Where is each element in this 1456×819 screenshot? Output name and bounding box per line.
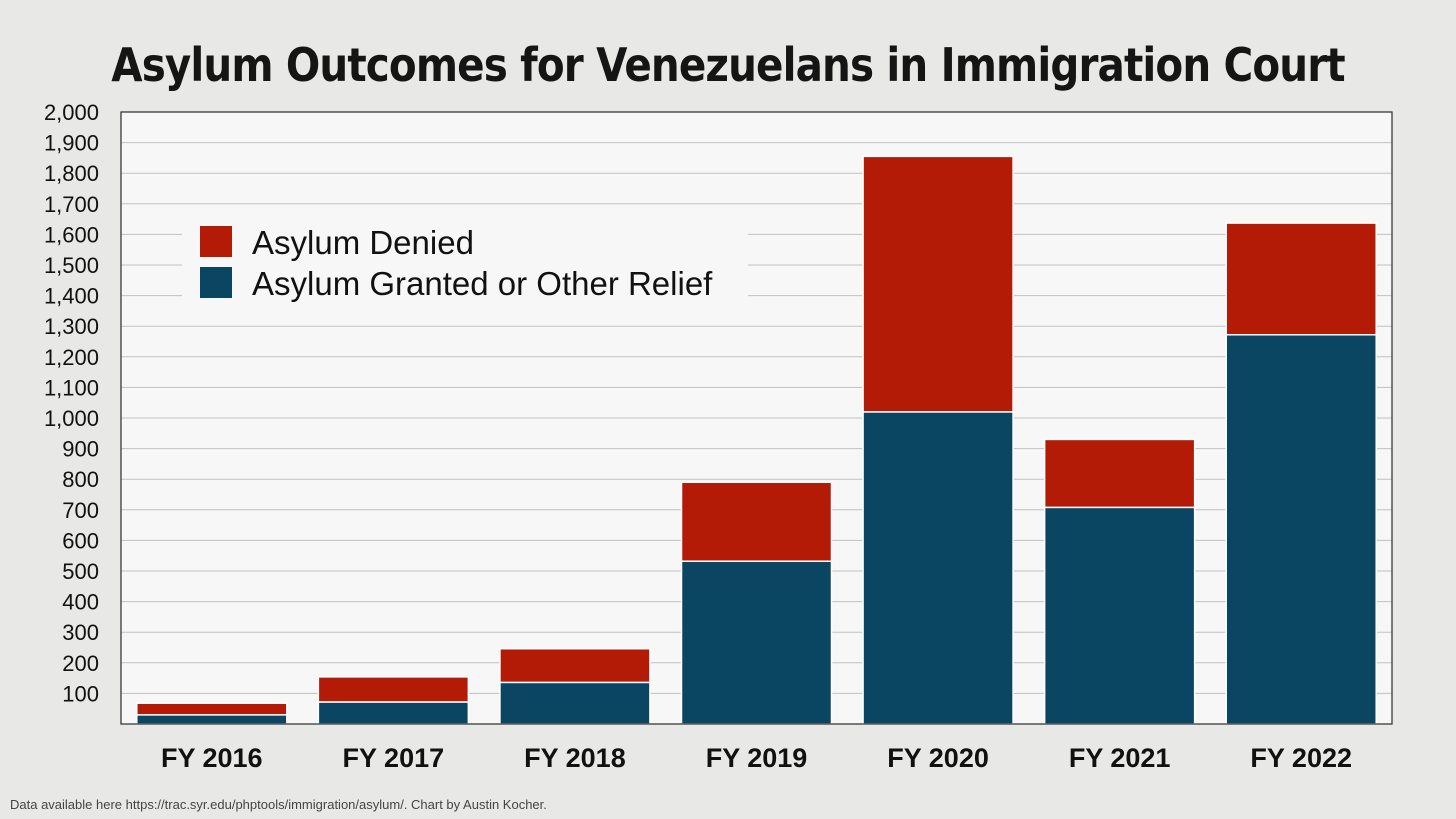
bar-asylum-denied bbox=[317, 676, 470, 703]
y-tick-label: 1,600 bbox=[44, 222, 99, 247]
y-tick-label: 100 bbox=[62, 681, 99, 706]
y-tick-label: 1,000 bbox=[44, 406, 99, 431]
bar-asylum-granted-or-other-relief bbox=[1043, 506, 1196, 725]
y-tick-label: 1,300 bbox=[44, 314, 99, 339]
legend-label: Asylum Denied bbox=[252, 224, 474, 261]
x-tick-label: FY 2021 bbox=[1069, 743, 1171, 773]
x-tick-label: FY 2018 bbox=[524, 743, 626, 773]
x-tick-label: FY 2022 bbox=[1250, 743, 1352, 773]
y-tick-label: 1,900 bbox=[44, 131, 99, 156]
bar-asylum-granted-or-other-relief bbox=[1225, 334, 1377, 725]
y-tick-label: 700 bbox=[62, 498, 99, 523]
y-tick-label: 400 bbox=[62, 590, 99, 615]
bar-asylum-denied bbox=[136, 702, 288, 716]
y-tick-label: 1,800 bbox=[44, 161, 99, 186]
bar-asylum-denied bbox=[680, 481, 833, 562]
bar-asylum-denied bbox=[862, 155, 1014, 413]
y-tick-label: 900 bbox=[62, 437, 99, 462]
y-tick-label: 1,100 bbox=[44, 375, 99, 400]
legend-box bbox=[182, 213, 748, 305]
x-tick-label: FY 2020 bbox=[887, 743, 989, 773]
y-tick-label: 1,500 bbox=[44, 253, 99, 278]
legend-swatch bbox=[200, 226, 232, 257]
y-tick-label: 2,000 bbox=[44, 100, 99, 125]
y-tick-label: 300 bbox=[62, 620, 99, 645]
legend-label: Asylum Granted or Other Relief bbox=[252, 265, 713, 302]
bar-asylum-denied bbox=[499, 647, 651, 684]
source-note: Data available here https://trac.syr.edu… bbox=[10, 797, 547, 812]
bar-asylum-granted-or-other-relief bbox=[499, 681, 651, 725]
bar-asylum-granted-or-other-relief bbox=[680, 560, 833, 725]
x-tick-label: FY 2019 bbox=[706, 743, 808, 773]
y-tick-label: 500 bbox=[62, 559, 99, 584]
y-tick-label: 1,200 bbox=[44, 345, 99, 370]
bar-asylum-granted-or-other-relief bbox=[136, 714, 288, 725]
plot-border bbox=[120, 111, 1393, 725]
legend-swatch bbox=[200, 267, 232, 298]
bar-asylum-denied bbox=[1043, 438, 1196, 509]
x-tick-label: FY 2017 bbox=[343, 743, 445, 773]
chart-title: Asylum Outcomes for Venezuelans in Immig… bbox=[111, 38, 1345, 92]
bar-asylum-granted-or-other-relief bbox=[862, 411, 1014, 725]
x-tick-label: FY 2016 bbox=[161, 743, 263, 773]
bar-asylum-denied bbox=[1225, 222, 1377, 336]
y-tick-label: 600 bbox=[62, 528, 99, 553]
y-tick-label: 800 bbox=[62, 467, 99, 492]
y-tick-label: 1,700 bbox=[44, 192, 99, 217]
y-tick-label: 1,400 bbox=[44, 284, 99, 309]
bar-asylum-granted-or-other-relief bbox=[317, 701, 470, 725]
y-tick-label: 200 bbox=[62, 651, 99, 676]
